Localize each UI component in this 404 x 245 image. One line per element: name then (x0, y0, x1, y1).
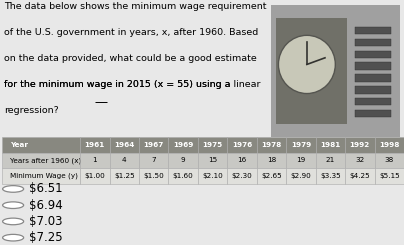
Circle shape (2, 234, 23, 241)
Bar (276, 18, 347, 124)
Bar (355, 27, 391, 34)
Text: for the minimum wage in 2015 (x = 55) using a: for the minimum wage in 2015 (x = 55) us… (4, 80, 234, 89)
Circle shape (2, 218, 23, 225)
Text: for the minimum wage in 2015 (x = 55) using a linear: for the minimum wage in 2015 (x = 55) us… (4, 80, 261, 89)
Bar (355, 86, 391, 94)
Bar (355, 39, 391, 46)
Text: $7.25: $7.25 (29, 231, 63, 244)
Text: for the minimum wage in 2015 (x = 55) using a: for the minimum wage in 2015 (x = 55) us… (4, 80, 234, 89)
Bar (351, 14, 396, 131)
Text: $6.51: $6.51 (29, 183, 63, 196)
Text: $6.94: $6.94 (29, 199, 63, 212)
Text: of the U.S. government in years, x, after 1960. Based: of the U.S. government in years, x, afte… (4, 28, 258, 37)
Text: on the data provided, what could be a good estimate: on the data provided, what could be a go… (4, 54, 257, 63)
Bar (355, 98, 391, 105)
Circle shape (2, 202, 23, 208)
Text: for the minimum wage in 2015 (x = 55) using a linear: for the minimum wage in 2015 (x = 55) us… (4, 80, 261, 89)
Bar (355, 50, 391, 58)
Bar (355, 74, 391, 82)
Text: regression?: regression? (4, 106, 59, 115)
Circle shape (2, 186, 23, 192)
Circle shape (278, 35, 335, 94)
Bar (355, 62, 391, 70)
Bar (355, 110, 391, 117)
Text: $7.03: $7.03 (29, 215, 63, 228)
Text: The data below shows the minimum wage requirement: The data below shows the minimum wage re… (4, 2, 267, 12)
